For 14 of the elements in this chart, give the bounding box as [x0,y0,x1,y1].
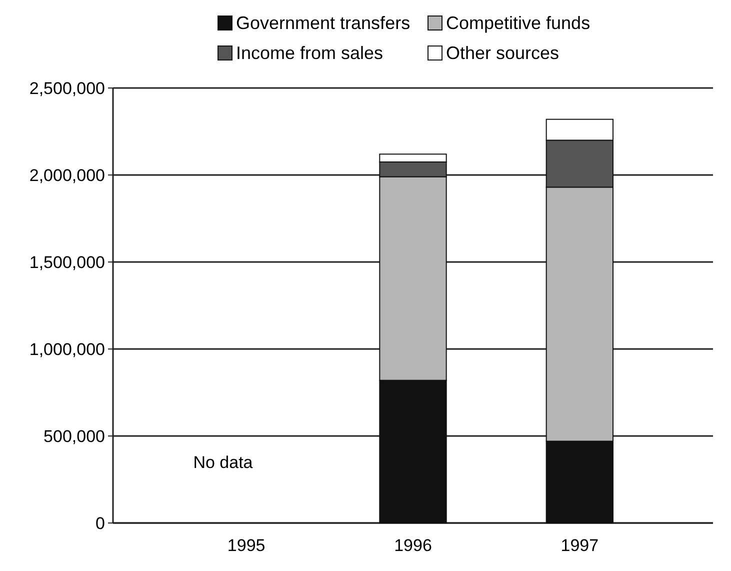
legend-label: Government transfers [236,13,410,33]
legend-label: Income from sales [236,43,384,63]
y-tick-label: 1,500,000 [29,252,105,272]
x-tick-label: 1996 [394,536,432,555]
y-tick-label: 1,000,000 [29,340,105,359]
x-tick-label: 1997 [560,536,599,555]
y-tick-label: 2,500,000 [29,78,105,98]
x-tick-label: 1995 [227,536,266,555]
y-tick-label: 2,000,000 [29,166,105,185]
y-tick-label: 500,000 [44,426,105,446]
legend-label: Competitive funds [446,13,590,33]
annotation: No data [193,453,254,472]
y-tick-label: 0 [96,514,105,533]
legend-label: Other sources [446,43,560,63]
